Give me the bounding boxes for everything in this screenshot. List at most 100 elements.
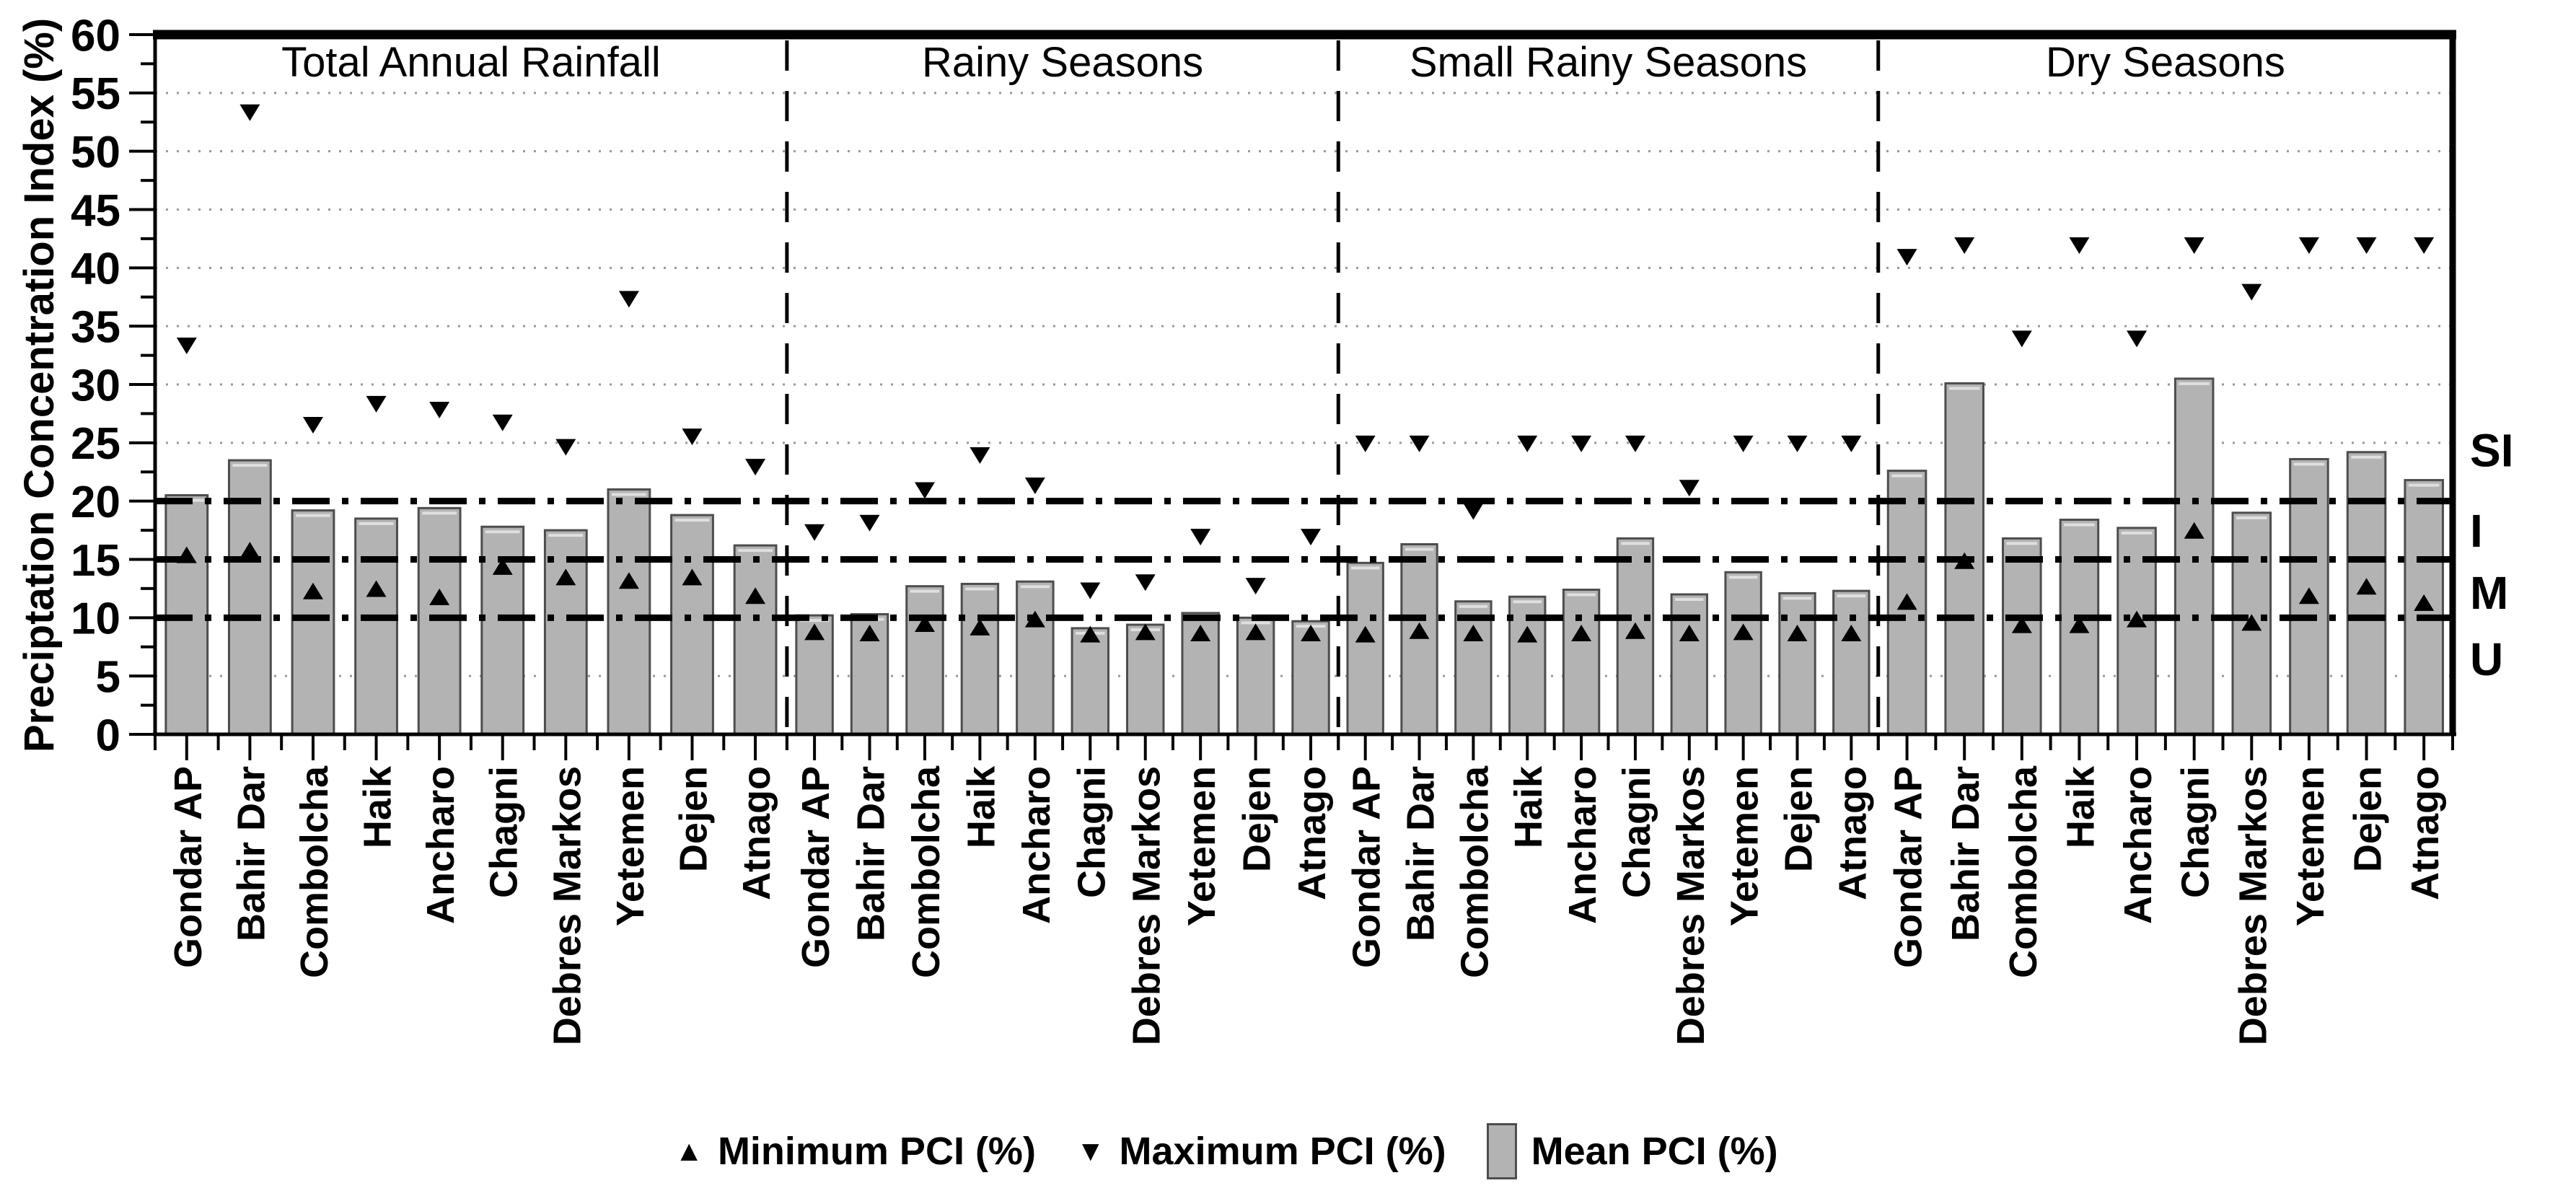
- max-pci-marker: [1135, 574, 1156, 592]
- y-axis-title: Preciptation Concentration Index (%): [16, 17, 63, 753]
- station-label: Atnago: [1831, 766, 1874, 900]
- mean-bar: [1126, 623, 1165, 736]
- station-label: Combolcha: [293, 765, 336, 978]
- min-pci-marker: [618, 572, 639, 589]
- station-label: Bahir Dar: [1944, 766, 1987, 941]
- y-tick-label: 5: [96, 652, 120, 702]
- min-pci-marker: [1190, 624, 1211, 641]
- min-pci-marker: [302, 582, 323, 599]
- max-pci-marker: [239, 104, 260, 121]
- station-label: Haik: [1507, 765, 1550, 848]
- station-label: Ancharo: [1015, 766, 1058, 924]
- station-label: Yetemen: [1180, 766, 1223, 926]
- max-pci-marker: [970, 447, 990, 464]
- zone-label: I: [2470, 505, 2483, 557]
- mean-bar: [354, 517, 398, 736]
- station-label: Gondar AP: [794, 766, 838, 968]
- station-label: Dejen: [2347, 766, 2390, 872]
- min-pci-marker: [2298, 587, 2319, 604]
- station-label: Ancharo: [419, 766, 462, 924]
- mean-bar: [1346, 561, 1384, 736]
- panel-separators: [785, 40, 1881, 734]
- mean-bar: [1016, 580, 1055, 736]
- min-pci-marker: [1409, 622, 1430, 639]
- station-label: Dejen: [1777, 766, 1820, 872]
- y-tick-label: 35: [71, 302, 120, 352]
- max-pci-marker: [1787, 435, 1808, 452]
- min-pci-marker: [1135, 623, 1156, 641]
- min-pci-marker: [970, 618, 990, 636]
- station-label: Haik: [2059, 765, 2102, 848]
- legend-item-max: ▼ Maximum PCI (%): [1076, 1129, 1446, 1174]
- station-label: Gondar AP: [1345, 766, 1389, 968]
- min-pci-marker: [1571, 624, 1592, 641]
- y-tick-label: 10: [71, 594, 120, 644]
- station-label: Dejen: [672, 766, 715, 872]
- zone-label: SI: [2470, 425, 2513, 477]
- station-label: Debres Markos: [1125, 766, 1169, 1045]
- zone-label: M: [2470, 567, 2508, 619]
- max-pci-marker: [1463, 503, 1484, 520]
- min-pci-marker: [2356, 578, 2377, 595]
- station-label: Bahir Dar: [850, 766, 893, 941]
- station-label: Atnago: [735, 766, 778, 900]
- station-label: Atnago: [2404, 766, 2447, 900]
- station-label: Chagni: [1615, 766, 1658, 898]
- mean-bar: [2002, 537, 2042, 736]
- max-pci-marker: [2011, 330, 2032, 348]
- min-pci-marker: [1355, 625, 1376, 643]
- max-pci-marker: [492, 414, 513, 431]
- mean-bar: [733, 544, 778, 736]
- min-pci-marker: [1463, 624, 1484, 641]
- station-label: Debres Markos: [545, 766, 589, 1045]
- station-label: Ancharo: [2116, 766, 2160, 924]
- max-pci-marker: [555, 439, 576, 456]
- min-pci-marker: [429, 588, 450, 605]
- min-pci-marker: [682, 568, 703, 586]
- min-pci-marker: [366, 580, 387, 597]
- max-pci-marker: [859, 514, 880, 532]
- max-pci-marker: [804, 524, 825, 541]
- legend-mean-label: Mean PCI (%): [1531, 1130, 1778, 1173]
- mean-bar: [905, 585, 944, 736]
- station-label: Ancharo: [1561, 766, 1604, 924]
- max-pci-marker: [682, 428, 703, 446]
- mean-bar: [1562, 589, 1601, 736]
- min-pci-marker: [914, 615, 935, 633]
- y-tick-label: 0: [96, 711, 120, 760]
- max-pci-marker: [1625, 435, 1645, 452]
- mean-bar: [417, 506, 462, 736]
- max-pci-marker: [1301, 529, 1322, 546]
- station-label: Debres Markos: [1669, 766, 1713, 1045]
- mean-bar: [1454, 600, 1493, 736]
- min-pci-marker: [1954, 552, 1975, 569]
- station-label: Haik: [959, 765, 1003, 848]
- station-label: Atnago: [1291, 766, 1334, 900]
- max-pci-marker: [2241, 283, 2262, 301]
- legend-min-label: Minimum PCI (%): [717, 1130, 1036, 1173]
- min-pci-marker: [1625, 622, 1645, 639]
- y-tick-label: 30: [71, 361, 120, 410]
- min-max-markers: [176, 104, 2435, 643]
- min-pci-marker: [1896, 593, 1917, 610]
- y-tick-label: 50: [71, 128, 120, 177]
- station-label: Debres Markos: [2231, 766, 2274, 1045]
- bar-swatch-icon: [1486, 1123, 1517, 1179]
- station-label: Gondar AP: [167, 766, 210, 968]
- max-pci-marker: [302, 416, 323, 434]
- min-pci-marker: [1245, 623, 1266, 641]
- station-label: Yetemen: [2289, 766, 2332, 926]
- axes-and-labels: Gondar AP Bahir Dar Combolcha Haik Ancharo Ch…: [71, 11, 2513, 1045]
- max-pci-marker: [1896, 249, 1917, 266]
- station-label: Bahir Dar: [1399, 766, 1443, 941]
- mean-bar: [1724, 571, 1762, 736]
- dash-dot-reference-lines: [155, 498, 2453, 621]
- max-pci-marker: [1679, 480, 1700, 497]
- triangle-down-icon: ▼: [1076, 1135, 1105, 1167]
- station-label: Yetemen: [609, 766, 652, 926]
- y-tick-label: 40: [71, 245, 120, 294]
- min-pci-marker: [2414, 594, 2435, 611]
- min-pci-marker: [1517, 625, 1538, 643]
- y-tick-label: 25: [71, 419, 120, 469]
- mean-bar: [227, 459, 272, 736]
